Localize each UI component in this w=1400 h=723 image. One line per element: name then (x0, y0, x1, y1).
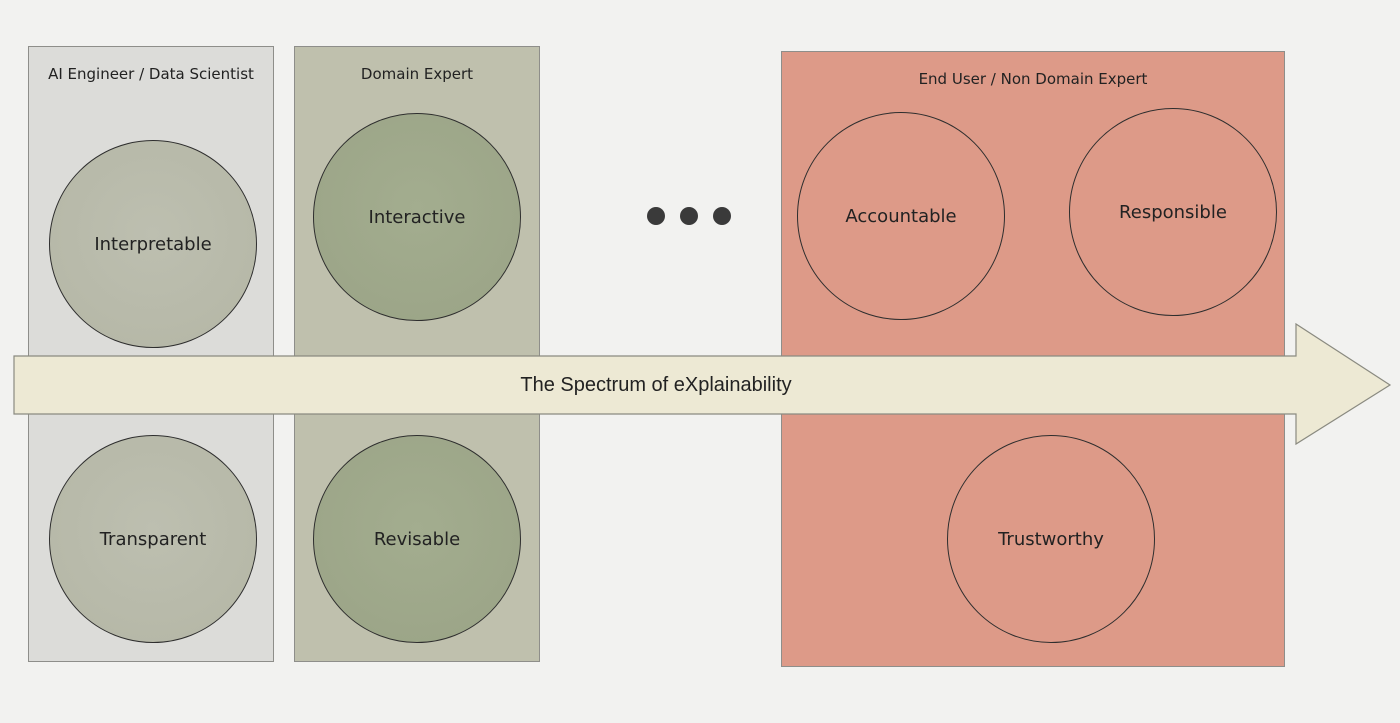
panel-title-end-user: End User / Non Domain Expert (918, 70, 1148, 88)
circle-label-accountable: Accountable (845, 205, 957, 227)
circle-label-revisable: Revisable (373, 528, 461, 550)
dot-icon (713, 207, 731, 225)
panel-ai-engineer: AI Engineer / Data Scientist Interpretab… (28, 46, 274, 662)
circle-interpretable: Interpretable (49, 140, 257, 348)
circle-revisable: Revisable (313, 435, 521, 643)
panel-title-domain-expert: Domain Expert (360, 65, 474, 83)
circle-label-trustworthy: Trustworthy (998, 528, 1104, 550)
panel-title-ai-engineer: AI Engineer / Data Scientist (48, 65, 254, 83)
three-dots-icon (647, 207, 737, 227)
circle-label-transparent: Transparent (99, 528, 207, 550)
circle-interactive: Interactive (313, 113, 521, 321)
dot-icon (680, 207, 698, 225)
dot-icon (647, 207, 665, 225)
circle-label-responsible: Responsible (1119, 201, 1227, 223)
circle-responsible: Responsible (1069, 108, 1277, 316)
circle-accountable: Accountable (797, 112, 1005, 320)
circle-label-interactive: Interactive (368, 206, 466, 228)
panel-domain-expert: Domain Expert Interactive Revisable (294, 46, 540, 662)
circle-transparent: Transparent (49, 435, 257, 643)
spectrum-arrow-label: The Spectrum of eXplainability (520, 373, 792, 396)
circle-trustworthy: Trustworthy (947, 435, 1155, 643)
circle-label-interpretable: Interpretable (94, 233, 212, 255)
